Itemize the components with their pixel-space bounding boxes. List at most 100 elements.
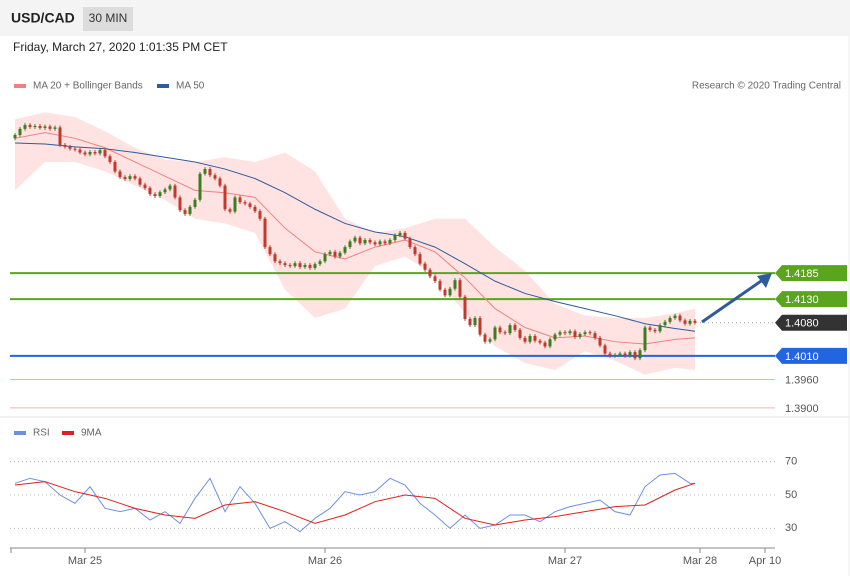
candle-body — [178, 197, 182, 211]
legend-swatch — [14, 431, 26, 435]
candle-body — [613, 354, 617, 356]
candle-body — [518, 329, 522, 338]
candle-body — [33, 126, 37, 128]
candle-body — [293, 263, 297, 267]
candle-body — [78, 149, 82, 153]
candle-body — [143, 184, 147, 188]
candle-body — [153, 194, 157, 197]
candle-body — [463, 296, 467, 319]
candle-body — [283, 263, 287, 266]
candle-body — [218, 178, 222, 186]
candle-body — [633, 352, 637, 359]
candle-body — [208, 169, 212, 176]
legend-label: RSI — [33, 428, 50, 439]
candle-body — [663, 321, 667, 326]
level-label: 1.4080 — [785, 318, 819, 330]
interval: 30 MIN — [89, 11, 128, 25]
candle-body — [388, 240, 392, 244]
candle-body — [558, 332, 562, 335]
candle-body — [173, 185, 177, 198]
candle-body — [458, 280, 462, 297]
candle-body — [583, 332, 587, 335]
header-bar — [0, 0, 850, 36]
candle-body — [478, 318, 482, 335]
candle-body — [193, 199, 197, 207]
candle-body — [473, 318, 477, 326]
candle-body — [368, 240, 372, 243]
ma50-line — [14, 142, 696, 332]
candle-body — [658, 325, 662, 332]
candle-body — [578, 334, 582, 337]
candle-body — [628, 352, 632, 356]
candle-body — [263, 218, 267, 248]
candle-body — [488, 339, 492, 342]
candle-body — [348, 241, 352, 248]
candle-body — [453, 280, 457, 289]
candle-body — [183, 210, 187, 214]
candle-body — [83, 152, 87, 155]
candle-body — [528, 336, 532, 342]
candle-body — [643, 327, 647, 351]
candle-body — [383, 241, 387, 244]
candle-body — [163, 189, 167, 193]
candle-body — [573, 331, 577, 337]
candle-body — [493, 327, 497, 340]
candle-body — [278, 261, 282, 264]
legend-label: 9MA — [81, 428, 102, 439]
candle-body — [338, 252, 342, 257]
source: Research © 2020 Trading Central — [692, 81, 841, 92]
candle-body — [73, 148, 77, 150]
candle-body — [13, 135, 17, 139]
x-tick-label: Mar 27 — [548, 555, 582, 567]
forecast-arrowhead — [757, 273, 772, 288]
candle-body — [243, 202, 247, 204]
candle-body — [28, 125, 32, 127]
candle-body — [513, 325, 517, 330]
ma20-line — [14, 132, 696, 345]
level-tag — [775, 265, 847, 282]
candle-body — [653, 329, 657, 332]
candle-body — [128, 176, 132, 179]
candle-body — [93, 152, 97, 154]
candle-body — [668, 318, 672, 322]
candle-body — [678, 315, 682, 321]
legend-swatch — [62, 431, 74, 435]
candle-body — [68, 146, 72, 149]
candle-body — [303, 265, 307, 267]
candle-body — [313, 264, 317, 268]
candle-body — [533, 336, 537, 341]
candle-body — [393, 235, 397, 240]
x-tick-label: Mar 26 — [308, 555, 342, 567]
legend-swatch — [14, 84, 26, 88]
candle-body — [203, 169, 207, 174]
y-tick-label: 50 — [785, 489, 797, 501]
candle-body — [413, 247, 417, 255]
candle-body — [318, 261, 322, 265]
candle-body — [483, 334, 487, 342]
legend-label: MA 20 + Bollinger Bands — [33, 81, 143, 92]
level-label: 1.4130 — [785, 294, 819, 306]
candle-body — [438, 281, 442, 290]
candle-body — [673, 315, 677, 319]
candle-body — [563, 332, 567, 334]
level-tag — [775, 347, 847, 364]
date: Friday, March 27, 2020 1:01:35 PM CET — [13, 40, 228, 54]
candle-body — [443, 289, 447, 296]
candle-body — [603, 345, 607, 354]
candle-body — [288, 265, 292, 267]
symbol: USD/CAD — [11, 10, 75, 26]
candle-body — [158, 192, 162, 197]
level-label: 1.3900 — [785, 403, 819, 415]
candle-body — [38, 126, 42, 128]
candle-body — [223, 185, 227, 210]
candle-body — [498, 327, 502, 333]
candle-body — [448, 288, 452, 296]
candle-body — [538, 340, 542, 343]
candle-body — [188, 206, 192, 214]
candle-body — [23, 125, 27, 129]
candle-body — [608, 353, 612, 356]
candle-body — [408, 238, 412, 248]
candle-body — [428, 269, 432, 277]
candle-body — [618, 353, 622, 355]
candle-body — [403, 232, 407, 239]
